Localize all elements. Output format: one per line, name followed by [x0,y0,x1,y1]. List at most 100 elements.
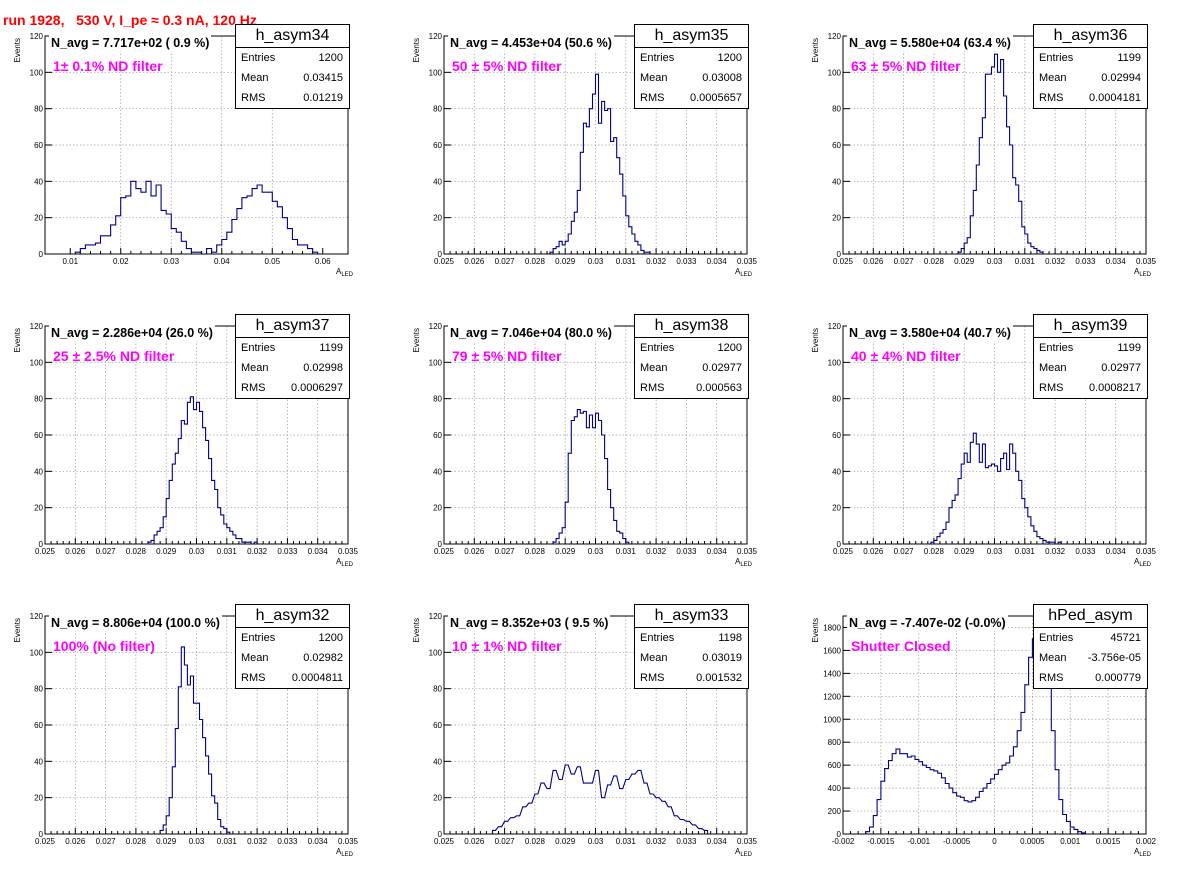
x-tick-label: 0.028 [924,547,945,556]
stats-label-mean: Mean [640,362,668,374]
histogram-line [157,646,233,835]
y-tick-label: 40 [433,757,442,766]
y-tick-label: 40 [433,467,442,476]
histogram-bin [197,703,200,834]
histogram-bin [589,783,592,834]
x-tick-label: 0.06 [315,257,331,266]
histogram-bin [1021,712,1025,834]
histogram-bin [106,236,111,254]
histogram-bin [926,767,930,834]
histogram-name: h_asym35 [635,25,748,48]
x-axis-title-main: A [1134,267,1140,276]
histogram-bin [257,185,262,254]
histogram-bin [181,241,186,254]
y-tick-label: 120 [30,32,44,41]
x-axis-title-subscript: LED [740,272,752,278]
x-tick-label: 0.033 [1075,257,1096,266]
x-tick-label: 0.025 [434,257,455,266]
histogram-bin [900,754,904,834]
y-tick-label: 20 [433,504,442,513]
stats-value-entries: 1200 [717,342,742,354]
x-tick-label: 0.032 [247,837,268,846]
y-tick-label: 60 [34,431,43,440]
y-tick-label: 80 [34,395,43,404]
histogram-bin [995,466,998,544]
y-tick-label: 60 [433,431,442,440]
histogram-bin [995,54,998,254]
y-tick-label: 0 [39,830,44,839]
y-tick-label: 20 [433,214,442,223]
stats-value-mean: 0.03008 [702,72,742,84]
histogram-bin [267,192,272,254]
y-tick-label: 0 [39,540,44,549]
stats-value-entries: 1198 [718,632,742,644]
x-tick-label: 0.03 [588,547,604,556]
histogram-bin [1029,657,1033,834]
x-tick-label: 0.031 [616,257,637,266]
stats-box: h_asym32 Entries 1200 Mean 0.02982 RMS 0.00048… [235,604,350,689]
y-tick-label: 100 [429,648,443,657]
y-axis-title: Events [412,38,421,62]
x-tick-label: 0.02 [113,257,129,266]
x-tick-label: 0.025 [35,837,56,846]
x-tick-label: 0.025 [35,547,56,556]
histogram-bin [96,243,101,254]
histogram-bin [277,207,282,254]
stats-row-entries: Entries 1200 [635,48,748,68]
histogram-bin [232,219,237,254]
x-tick-label: 0.034 [308,837,329,846]
histogram-bin [541,783,544,834]
y-axis-title: Events [13,328,22,352]
y-tick-label: 40 [832,177,841,186]
y-tick-label: 100 [30,68,44,77]
histogram-bin [960,797,964,834]
stats-label-entries: Entries [640,632,675,644]
histogram-bin [620,789,623,834]
stats-row-rms: RMS 0.0004811 [236,668,349,688]
histogram-bin [592,428,595,544]
x-axis-title: ALED [336,267,354,278]
histogram-bin [602,798,605,834]
histogram-line [491,764,709,834]
histogram-name: h_asym37 [236,315,349,338]
histogram-bin [930,770,934,834]
x-tick-label: 0.035 [1136,257,1157,266]
y-tick-label: 40 [34,467,43,476]
stats-row-rms: RMS 0.01219 [236,88,349,108]
x-tick-label: 0.029 [555,257,576,266]
histogram-line [865,626,1090,835]
stats-label-entries: Entries [241,342,276,354]
x-tick-label: 0.03 [987,257,1003,266]
histogram-panel-h_asym34: 0.01 0.02 0.03 0.04 0.05 0.06 0 20 40 60 80 100 120 E… [0,22,363,280]
y-tick-label: 120 [429,612,443,621]
histogram-bin [1013,178,1016,254]
y-tick-label: 60 [34,141,43,150]
x-tick-label: 0.025 [434,837,455,846]
stats-label-mean: Mean [241,652,269,664]
histogram-line [547,73,651,255]
x-tick-label: 0.028 [126,837,147,846]
histogram-bin [272,201,277,254]
y-tick-label: 40 [433,177,442,186]
x-tick-label: 0.03 [163,257,179,266]
x-tick-label: -0.0005 [943,837,971,846]
stats-value-mean: -3.756e-05 [1087,652,1141,664]
stats-value-rms: 0.0008217 [1089,382,1141,394]
x-tick-label: 0.033 [277,547,298,556]
x-tick-label: 0.035 [1136,547,1157,556]
histogram-panel-h_asym37: 0.025 0.026 0.027 0.028 0.029 0.03 0.031 0.032 0… [0,312,363,570]
stats-row-entries: Entries 1200 [236,628,349,648]
x-tick-label: 0.029 [954,547,975,556]
x-tick-label: 0.03 [987,547,1003,556]
x-tick-label: 0.025 [833,257,854,266]
stats-row-mean: Mean 0.02982 [236,648,349,668]
histogram-bin [90,245,95,254]
histogram-bin [1063,814,1067,834]
y-tick-label: 0 [837,540,842,549]
stats-label-mean: Mean [1039,652,1067,664]
x-tick-label: 0.025 [434,547,455,556]
stats-label-mean: Mean [640,72,668,84]
histogram-name: h_asym38 [635,315,748,338]
x-axis-title-main: A [1134,557,1140,566]
histogram-bin [602,101,605,254]
